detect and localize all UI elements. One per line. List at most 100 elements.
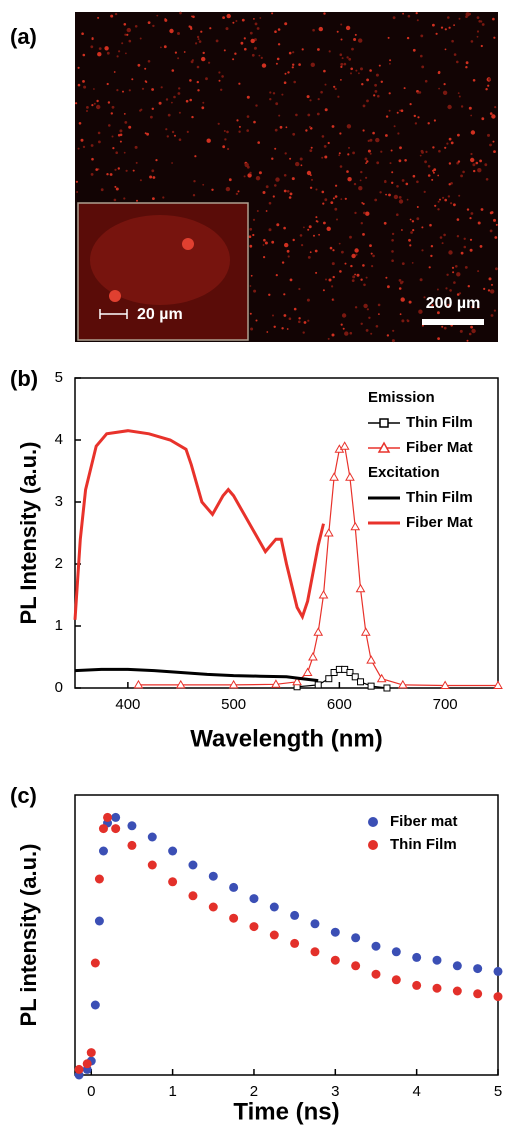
dot — [221, 75, 224, 78]
dot — [465, 66, 468, 69]
dot — [401, 262, 405, 265]
x-tick-label: 3 — [331, 1083, 339, 1100]
dot — [126, 27, 131, 33]
dot — [479, 159, 482, 163]
dot — [292, 63, 295, 66]
dot — [401, 280, 404, 284]
point — [290, 938, 300, 948]
dot — [437, 208, 440, 211]
dot — [423, 296, 426, 299]
dot — [469, 217, 472, 220]
dot — [110, 14, 114, 18]
dot — [128, 125, 132, 129]
dot — [361, 202, 364, 204]
dot — [354, 248, 359, 253]
dot — [460, 105, 464, 108]
dot — [322, 289, 325, 292]
dot — [477, 306, 480, 309]
dot — [189, 79, 192, 82]
dot — [317, 98, 320, 101]
dot — [125, 169, 128, 172]
dot — [246, 165, 250, 169]
dot — [339, 165, 343, 168]
dot — [128, 39, 132, 43]
dot — [458, 194, 461, 197]
dot — [200, 30, 203, 33]
legend-marker — [368, 817, 378, 827]
dot — [378, 64, 381, 67]
dot — [164, 18, 167, 21]
dot — [470, 130, 476, 135]
y-tick-label: 1 — [55, 617, 63, 634]
dot — [398, 287, 402, 290]
dot — [458, 292, 462, 295]
dot — [372, 131, 375, 135]
dot — [336, 30, 339, 33]
dot — [354, 306, 358, 309]
marker — [360, 627, 371, 636]
dot — [160, 86, 163, 89]
dot — [178, 87, 181, 90]
dot — [362, 129, 365, 132]
dot — [178, 111, 181, 114]
dot — [448, 162, 452, 165]
dot — [410, 231, 413, 234]
dot — [416, 91, 420, 94]
dot — [440, 26, 444, 29]
point — [90, 958, 100, 968]
dot — [252, 218, 256, 221]
dot — [289, 192, 293, 196]
dot — [283, 174, 287, 177]
dot — [152, 24, 155, 28]
dot — [307, 113, 311, 117]
dot — [385, 276, 388, 279]
dot — [355, 253, 358, 256]
dot — [194, 155, 197, 158]
inset-spot — [109, 290, 121, 302]
dot — [417, 116, 420, 119]
marker — [175, 679, 186, 689]
dot — [291, 177, 295, 181]
dot — [274, 184, 277, 187]
point — [111, 824, 121, 834]
dot — [393, 125, 396, 128]
marker — [493, 680, 503, 690]
dot — [250, 38, 255, 44]
dot — [283, 314, 287, 317]
x-axis-label: Time (ns) — [233, 1098, 339, 1125]
dot — [487, 84, 490, 87]
point — [249, 922, 259, 932]
dot — [350, 72, 352, 75]
dot — [284, 72, 287, 75]
point — [310, 919, 320, 929]
dot — [370, 332, 373, 335]
dot — [303, 321, 307, 324]
dot — [494, 236, 498, 239]
dot — [122, 90, 124, 93]
dot — [82, 80, 85, 83]
dot — [283, 226, 286, 230]
dot — [476, 16, 480, 19]
dot — [228, 178, 232, 182]
dot — [366, 78, 369, 82]
dot — [77, 147, 80, 150]
dot — [493, 36, 496, 39]
dot — [298, 63, 301, 66]
dot — [355, 69, 358, 72]
marker — [308, 651, 318, 661]
dot — [411, 262, 414, 264]
dot — [433, 119, 436, 122]
dot — [205, 77, 208, 81]
dot — [457, 133, 460, 137]
legend-marker — [379, 418, 389, 428]
dot — [448, 250, 453, 255]
dot — [451, 266, 455, 269]
dot — [448, 137, 452, 141]
dot — [218, 71, 221, 74]
dot — [222, 145, 226, 149]
dot — [295, 113, 298, 117]
dot — [146, 132, 150, 136]
panel-label: (c) — [10, 783, 37, 808]
dot — [107, 101, 111, 104]
dot — [226, 13, 231, 19]
